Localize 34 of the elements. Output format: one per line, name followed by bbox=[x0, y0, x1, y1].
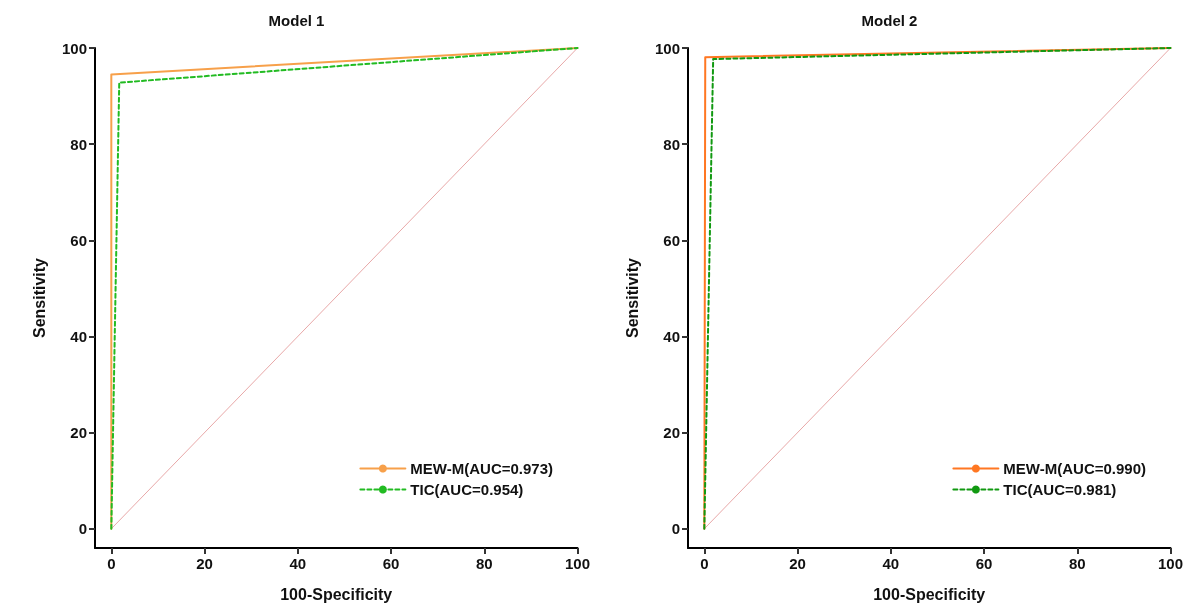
chart-title: Model 2 bbox=[861, 12, 918, 29]
x-tick-label: 0 bbox=[700, 555, 709, 572]
y-tick-label: 80 bbox=[70, 135, 87, 153]
x-tick-label: 80 bbox=[475, 555, 493, 572]
x-tick-label: 60 bbox=[382, 555, 400, 572]
y-tick-label: 100 bbox=[61, 39, 87, 57]
x-tick-label: 60 bbox=[975, 555, 993, 572]
x-tick-label: 40 bbox=[882, 555, 900, 572]
y-tick-label: 40 bbox=[70, 327, 87, 345]
y-tick-label: 40 bbox=[663, 327, 680, 345]
x-axis-title: 100-Specificity bbox=[280, 585, 393, 603]
y-axis-title: Sensitivity bbox=[623, 257, 641, 339]
y-axis-title: Sensitivity bbox=[30, 257, 48, 339]
y-tick-label: 20 bbox=[70, 424, 87, 442]
y-tick-label: 60 bbox=[663, 231, 680, 249]
x-axis-title: 100-Specificity bbox=[873, 585, 986, 603]
legend-label: TIC(AUC=0.981) bbox=[1003, 481, 1117, 498]
y-tick-label: 0 bbox=[671, 520, 680, 538]
y-tick-label: 80 bbox=[663, 135, 680, 153]
x-tick-label: 40 bbox=[289, 555, 307, 572]
y-tick-label: 0 bbox=[78, 520, 87, 538]
x-tick-label: 100 bbox=[564, 555, 590, 572]
y-tick-label: 20 bbox=[663, 424, 680, 442]
y-tick-label: 60 bbox=[70, 231, 87, 249]
x-tick-label: 0 bbox=[107, 555, 116, 572]
chart-title: Model 1 bbox=[268, 12, 325, 29]
x-tick-label: 20 bbox=[196, 555, 213, 572]
legend-label: MEW-M(AUC=0.990) bbox=[1003, 460, 1147, 477]
legend-label: TIC(AUC=0.954) bbox=[410, 481, 524, 498]
x-tick-label: 80 bbox=[1068, 555, 1086, 572]
x-tick-label: 100 bbox=[1157, 555, 1183, 572]
y-tick-label: 100 bbox=[654, 39, 680, 57]
x-tick-label: 20 bbox=[789, 555, 806, 572]
legend-label: MEW-M(AUC=0.973) bbox=[410, 460, 554, 477]
